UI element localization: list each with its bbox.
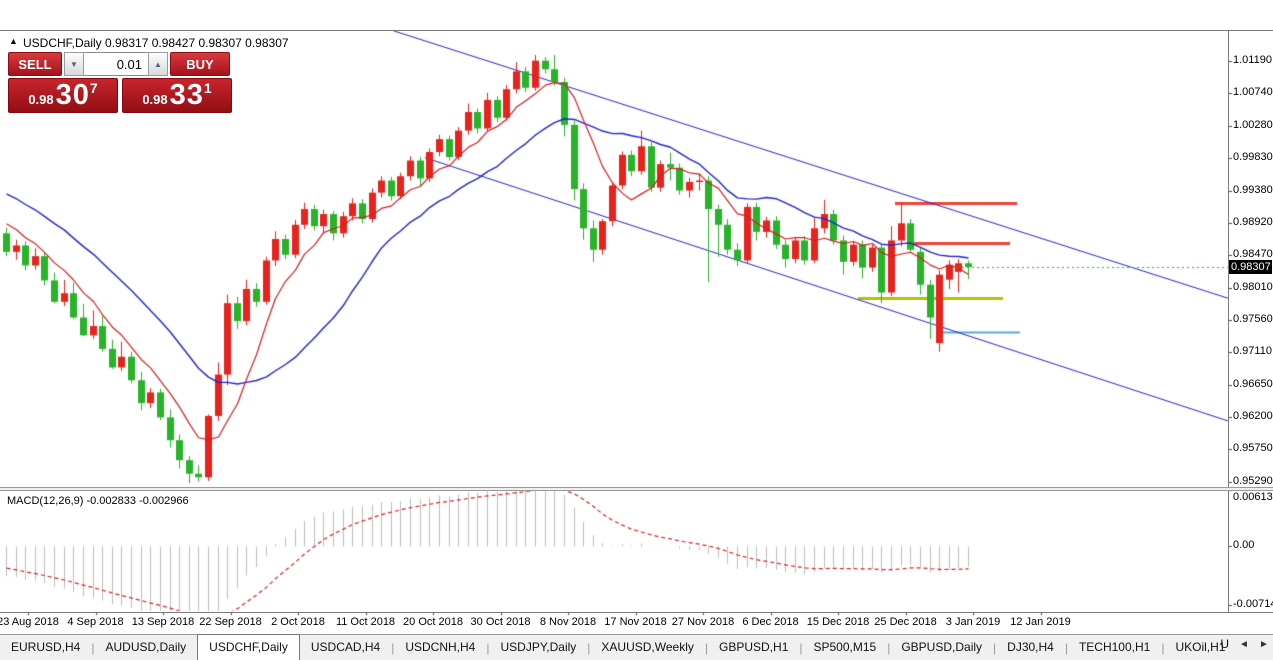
current-price-tag: 0.98307 (1229, 260, 1272, 275)
ohlc-values: 0.98317 0.98427 0.98307 0.98307 (105, 36, 289, 50)
symbol-tab-ukoil[interactable]: UKOil,H1 (1175, 640, 1226, 654)
sell-price-box[interactable]: 0.98 30 7 (8, 78, 118, 113)
buy-price-box[interactable]: 0.98 33 1 (122, 78, 232, 113)
date-axis-label: 13 Sep 2018 (131, 616, 195, 628)
symbol-tab-sp500[interactable]: SP500,M15 (813, 640, 877, 654)
date-axis-label: 4 Sep 2018 (67, 616, 124, 628)
price-axis-label: 1.00740 (1233, 86, 1273, 99)
price-axis-label: 0.98920 (1233, 216, 1273, 229)
date-axis-label: 25 Dec 2018 (874, 616, 937, 628)
date-axis-label: 20 Oct 2018 (403, 616, 463, 628)
date-axis-label: 11 Oct 2018 (335, 616, 396, 628)
one-click-trade-panel: SELL ▼ ▲ BUY 0.98 30 7 0.98 33 1 (8, 52, 232, 113)
pane-bottom-border (0, 612, 1273, 613)
date-axis-label: 22 Sep 2018 (199, 616, 262, 628)
symbol-tab-gbpusd[interactable]: GBPUSD,Daily (901, 640, 983, 654)
date-axis-label: 12 Jan 2019 (1010, 616, 1071, 628)
tab-separator: | (91, 641, 95, 655)
panel-collapse-icon[interactable]: ▲ (9, 36, 18, 46)
tab-separator: | (993, 641, 997, 655)
tab-separator: | (799, 641, 803, 655)
lot-size-input[interactable] (84, 52, 148, 76)
macd-axis-label: 0.006137 (1233, 491, 1273, 503)
date-axis-label: 2 Oct 2018 (271, 616, 325, 628)
pane-divider[interactable] (0, 487, 1273, 491)
lot-decrease-button[interactable]: ▼ (64, 52, 84, 76)
price-axis-label: 0.99380 (1233, 183, 1273, 196)
chart-header: USDCHF,Daily 0.98317 0.98427 0.98307 0.9… (23, 36, 289, 50)
symbol-tab-gbpusd[interactable]: GBPUSD,H1 (719, 640, 789, 654)
buy-price-big: 33 (169, 79, 204, 111)
sell-price-big: 30 (55, 79, 90, 111)
price-axis-label: 0.96200 (1233, 410, 1273, 423)
price-axis-label: 1.00280 (1233, 119, 1273, 132)
symbol-tab-usdchf[interactable]: USDCHF,Daily (197, 634, 300, 660)
tab-scroll-controls: U ◄ ► (1220, 637, 1271, 651)
tab-separator: | (1161, 641, 1165, 655)
buy-price-prefix: 0.98 (142, 92, 168, 107)
lot-increase-button[interactable]: ▲ (148, 52, 168, 76)
date-axis-label: 6 Dec 2018 (742, 616, 799, 628)
symbol-tab-audusd[interactable]: AUDUSD,Daily (105, 640, 187, 654)
tab-separator: | (887, 641, 891, 655)
tab-separator: | (1064, 641, 1068, 655)
sell-price-prefix: 0.98 (28, 92, 54, 107)
symbol-tab-tech100[interactable]: TECH100,H1 (1078, 640, 1151, 654)
date-axis-label: 8 Nov 2018 (539, 616, 597, 628)
price-axis-label: 0.95290 (1233, 475, 1273, 488)
symbol-tab-eurusd[interactable]: EURUSD,H4 (11, 640, 81, 654)
tab-separator: | (486, 641, 490, 655)
symbol-tab-dj30[interactable]: DJ30,H4 (1007, 640, 1054, 654)
price-axis-label: 0.98010 (1233, 281, 1273, 294)
price-axis-label: 0.96650 (1233, 378, 1273, 391)
symbol-title: USDCHF,Daily (23, 36, 102, 50)
date-axis-label: 3 Jan 2019 (945, 616, 1001, 628)
chevron-down-icon: ▼ (70, 59, 78, 69)
symbol-tab-usdjpy[interactable]: USDJPY,Daily (500, 640, 577, 654)
price-axis-label: 0.97110 (1233, 345, 1272, 358)
tab-separator: | (391, 641, 395, 655)
buy-price-pip: 1 (203, 80, 212, 96)
date-axis-label: 23 Aug 2018 (0, 616, 59, 628)
symbol-tab-usdcnh[interactable]: USDCNH,H4 (405, 640, 476, 654)
macd-axis-label: 0.00 (1233, 539, 1255, 552)
date-axis-label: 30 Oct 2018 (470, 616, 531, 628)
tab-separator: | (587, 641, 591, 655)
overflow-tab[interactable]: U (1220, 637, 1229, 651)
sell-button[interactable]: SELL (8, 52, 62, 76)
price-axis-border (1228, 30, 1229, 612)
macd-indicator-label: MACD(12,26,9) -0.002833 -0.002966 (7, 495, 189, 507)
price-axis-label: 0.98470 (1233, 248, 1273, 261)
date-axis-label: 27 Nov 2018 (671, 616, 735, 628)
tab-scroll-right-icon[interactable]: ► (1259, 638, 1269, 650)
price-axis-label: 0.99830 (1233, 151, 1273, 164)
chart-top-border (0, 30, 1273, 31)
symbol-tab-usdcad[interactable]: USDCAD,H4 (310, 640, 381, 654)
buy-button[interactable]: BUY (170, 52, 230, 76)
date-axis-label: 17 Nov 2018 (604, 616, 667, 628)
macd-axis-label: -0.007142 (1233, 598, 1273, 610)
price-axis-label: 0.97560 (1233, 313, 1273, 326)
date-axis-label: 15 Dec 2018 (806, 616, 870, 628)
price-axis-label: 1.01190 (1233, 54, 1272, 67)
symbol-tabbar: EURUSD,H4 | AUDUSD,Daily USDCHF,Daily USDCAD… (0, 634, 1273, 660)
tab-separator: | (704, 641, 709, 655)
chevron-up-icon: ▲ (154, 59, 162, 69)
tab-scroll-left-icon[interactable]: ◄ (1239, 638, 1249, 650)
symbol-tab-xauusd[interactable]: XAUUSD,Weekly (601, 640, 694, 654)
price-axis-label: 0.95750 (1233, 442, 1273, 455)
sell-price-pip: 7 (89, 80, 98, 96)
